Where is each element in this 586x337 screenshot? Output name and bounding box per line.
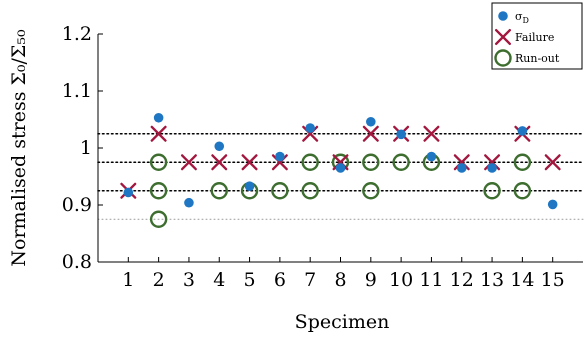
tick-labels: 0.80.911.11.21 2 3 4 5 6 7 8 9 10 11 12 13 14 15 <box>62 23 565 291</box>
failure-point <box>150 125 167 142</box>
reference-lines <box>97 132 584 220</box>
x-tick-label: 15 <box>541 269 565 291</box>
run-out-point <box>513 153 532 171</box>
run-out-point <box>149 210 168 228</box>
x-tick-label: 3 <box>183 269 195 291</box>
failure-point <box>362 125 379 142</box>
x-tick-label: 10 <box>389 269 413 291</box>
run-out-point <box>301 182 319 200</box>
x-tick-label: 6 <box>274 269 286 291</box>
failure-point <box>423 125 440 142</box>
legend-sigma-d-marker <box>498 11 508 21</box>
x-tick-label: 11 <box>419 269 443 291</box>
run-out-point <box>210 182 228 200</box>
x-tick-label: 12 <box>450 269 474 291</box>
legend-sigma-d-subscript: D <box>523 16 529 25</box>
x-tick-label: 14 <box>510 269 534 291</box>
run-out-point <box>149 182 168 200</box>
x-tick-label: 2 <box>153 269 165 291</box>
legend-run-out-marker <box>494 49 512 67</box>
sigma-d-point <box>123 187 134 198</box>
failure-point <box>180 154 197 171</box>
y-tick-label: 1.2 <box>62 23 92 45</box>
x-tick-label: 1 <box>122 269 134 291</box>
run-out-point <box>483 182 501 200</box>
failure-point <box>544 154 561 171</box>
run-out-point <box>362 182 380 200</box>
sigma-d-point <box>456 163 467 173</box>
x-tick-label: 8 <box>334 269 346 291</box>
legend-failure-marker <box>495 29 511 45</box>
y-tick-label: 0.9 <box>62 194 92 216</box>
y-axis-title: Normalised stress Σ₀/Σ₅₀ <box>8 29 30 267</box>
sigma-d-point <box>275 151 285 162</box>
sigma-d-point <box>153 112 164 123</box>
axes <box>97 33 583 263</box>
sigma-d-point <box>184 197 194 208</box>
sigma-d-point <box>487 163 497 173</box>
legend-run-out-label: Run-out <box>515 52 560 65</box>
sigma-d-point <box>396 129 406 140</box>
run-out-point <box>392 153 410 171</box>
y-tick-label: 0.8 <box>62 251 92 273</box>
data-marks <box>120 112 561 228</box>
legend-failure-label: Failure <box>515 31 554 44</box>
y-tick-label: 1 <box>80 137 92 159</box>
run-out-point <box>149 153 168 171</box>
x-tick-label: 4 <box>213 269 225 291</box>
run-out-point <box>362 153 380 171</box>
sigma-d-point <box>547 199 558 210</box>
sigma-d-point <box>426 151 437 162</box>
x-tick-label: 5 <box>244 269 256 291</box>
run-out-point <box>301 153 319 171</box>
x-axis-title: Specimen <box>295 311 390 333</box>
run-out-point <box>271 182 289 200</box>
failure-point <box>211 154 228 171</box>
sigma-d-point <box>517 126 528 136</box>
y-tick-label: 1.1 <box>62 80 92 102</box>
sigma-d-point <box>366 116 376 127</box>
sigma-d-point <box>335 163 346 173</box>
failure-point <box>241 154 258 171</box>
run-out-point <box>513 182 532 200</box>
x-tick-label: 7 <box>304 269 316 291</box>
x-tick-label: 13 <box>480 269 504 291</box>
sigma-d-point <box>214 141 225 152</box>
sigma-d-point <box>305 123 315 133</box>
sigma-d-point <box>244 181 255 191</box>
x-tick-label: 9 <box>365 269 377 291</box>
